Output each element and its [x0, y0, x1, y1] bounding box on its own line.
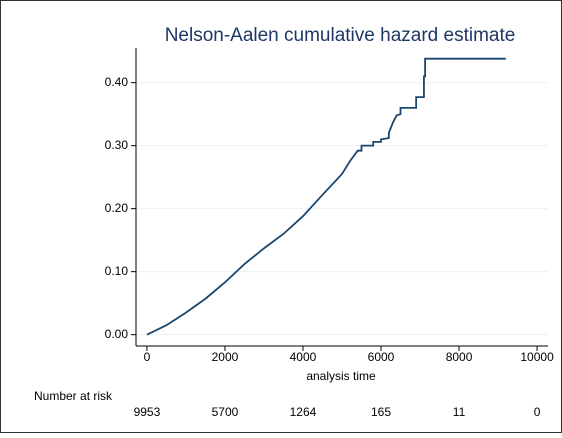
x-axis-label: analysis time	[306, 369, 376, 383]
y-tick-label: 0.30	[105, 138, 129, 152]
risk-value: 165	[371, 405, 391, 419]
x-tick-label: 8000	[446, 350, 473, 364]
y-tick-label: 0.20	[105, 201, 129, 215]
hazard-line	[146, 57, 506, 336]
x-tick-label: 6000	[368, 350, 395, 364]
y-tick-label: 0.10	[105, 264, 129, 278]
x-tick-label: 4000	[290, 350, 317, 364]
y-tick-label: 0.00	[105, 327, 129, 341]
risk-value: 0	[534, 405, 541, 419]
risk-value: 5700	[212, 405, 239, 419]
risk-value: 1264	[290, 405, 317, 419]
x-tick-label: 10000	[520, 350, 554, 364]
x-tick-label: 2000	[212, 350, 239, 364]
risk-value: 9953	[134, 405, 161, 419]
chart-title: Nelson-Aalen cumulative hazard estimate	[165, 25, 516, 46]
risk-value: 11	[453, 405, 466, 419]
risk-label: Number at risk	[34, 389, 113, 403]
x-tick-label: 0	[144, 350, 151, 364]
y-tick-label: 0.40	[105, 75, 129, 89]
